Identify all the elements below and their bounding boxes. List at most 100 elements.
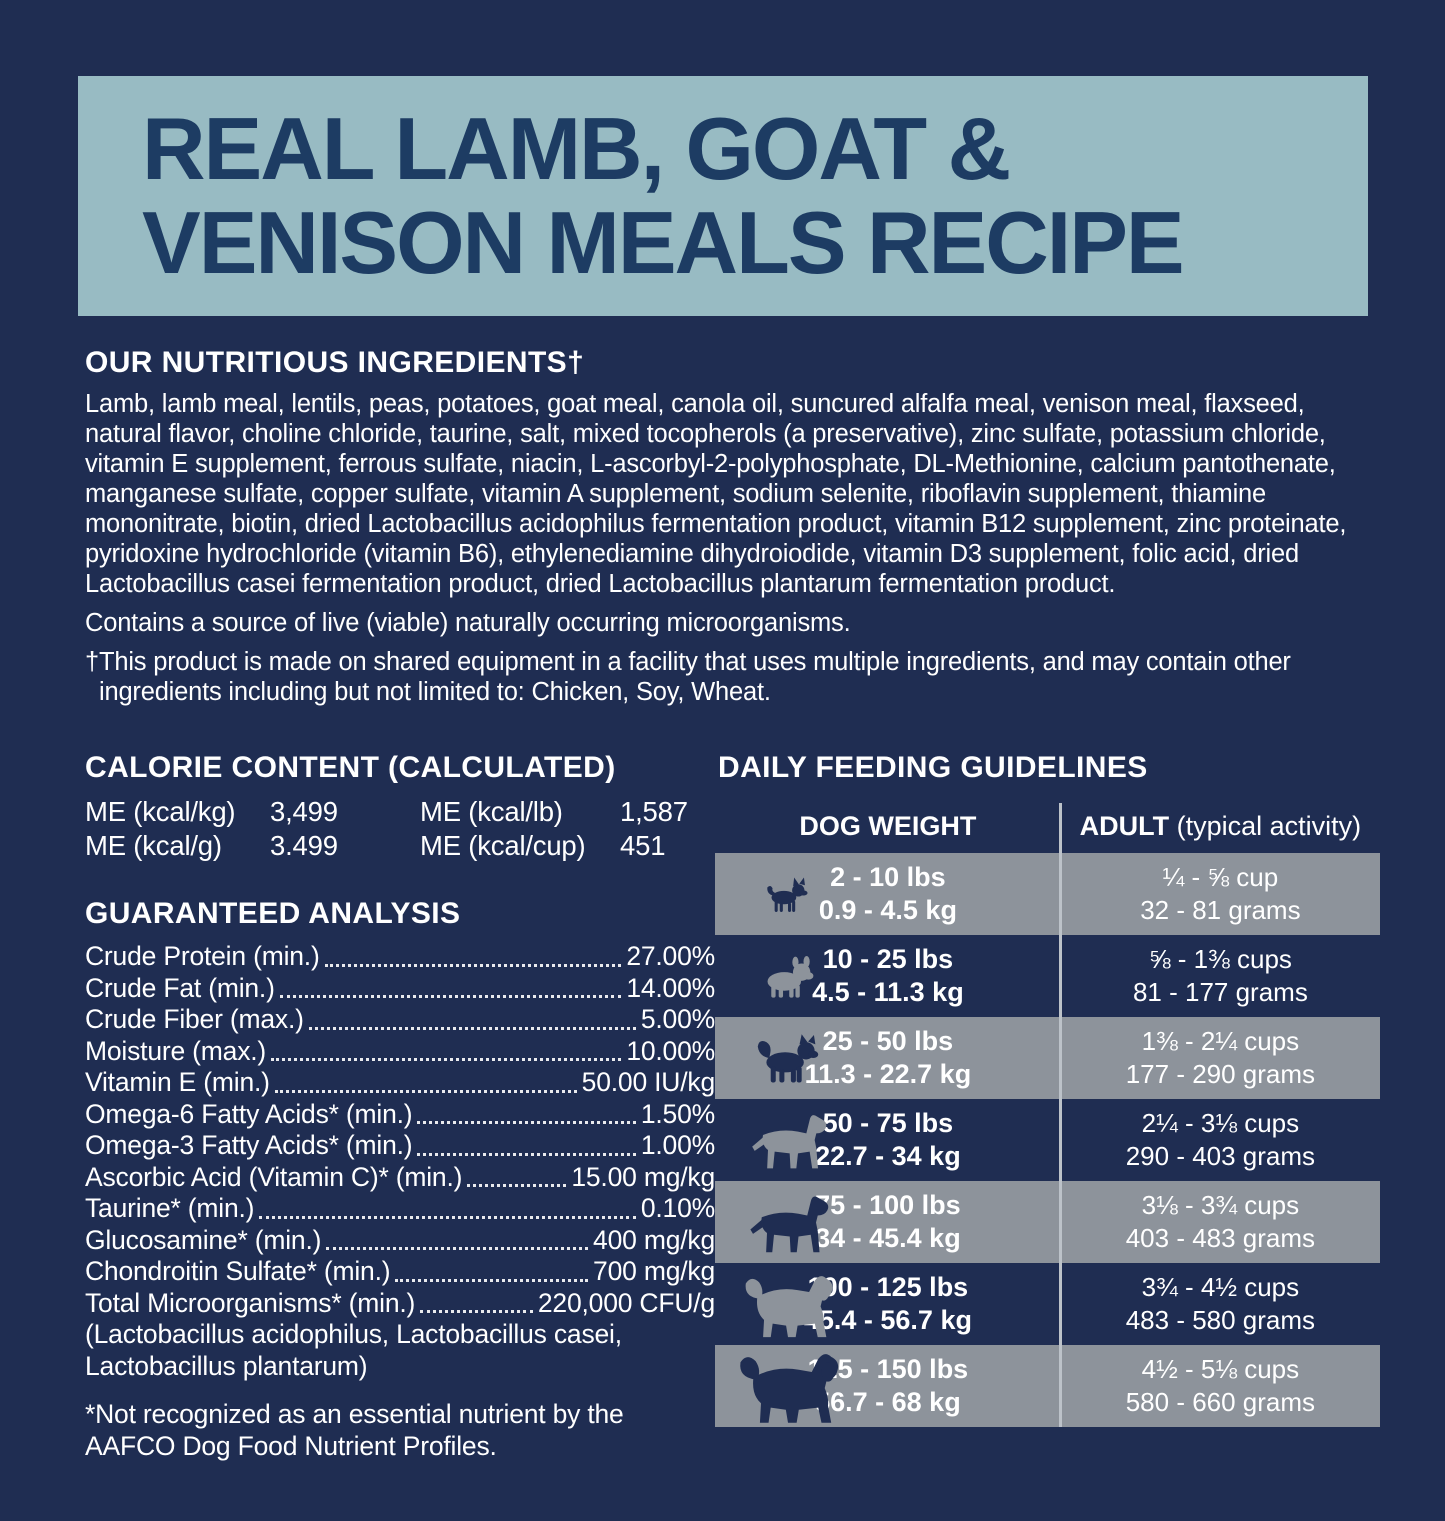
shared-equipment-disclaimer: †This product is made on shared equipmen… xyxy=(85,648,1291,706)
dot-leader xyxy=(274,1089,577,1093)
dot-leader xyxy=(420,1310,533,1313)
nutrient-value: 10.00% xyxy=(626,1035,715,1066)
table-row: Moisture (max.) 10.00% xyxy=(85,1036,715,1068)
dog-icon-large-dog xyxy=(729,1263,847,1345)
amount-cups: 3⅛ - 3¾ cups xyxy=(1141,1190,1300,1220)
calorie-grid: ME (kcal/kg) 3,499 ME (kcal/lb) 1,587 ME… xyxy=(85,795,715,863)
weight-lbs: 50 - 75 lbs xyxy=(822,1108,954,1138)
weight-lbs: 10 - 25 lbs xyxy=(822,944,954,974)
dot-leader xyxy=(308,1026,636,1030)
weight-kg: 22.7 - 34 kg xyxy=(815,1141,961,1171)
calorie-label: ME (kcal/cup) xyxy=(420,830,586,861)
nutrient-label: Crude Fat (min.) xyxy=(85,972,275,1003)
amount-grams: 290 - 403 grams xyxy=(1125,1141,1316,1171)
feeding-table-header: DOG WEIGHT ADULT (typical activity) xyxy=(715,799,1380,853)
table-row: Omega-6 Fatty Acids* (min.) 1.50% xyxy=(85,1099,715,1131)
lower-columns: CALORIE CONTENT (CALCULATED) ME (kcal/kg… xyxy=(85,751,1380,1462)
weight-kg: 56.7 - 68 kg xyxy=(815,1387,961,1417)
nutrient-value: 1.50% xyxy=(640,1098,715,1129)
dog-icon-small-dog xyxy=(729,1017,847,1099)
guaranteed-analysis-section: GUARANTEED ANALYSIS Crude Protein (min.)… xyxy=(85,897,715,1462)
dog-icon-medium-dog xyxy=(729,1099,847,1181)
amount-grams: 580 - 660 grams xyxy=(1125,1387,1316,1417)
table-row: 2 - 10 lbs 0.9 - 4.5 kg ¼ - ⅝ cup 32 - 81 … xyxy=(715,853,1380,935)
dot-leader xyxy=(467,1184,567,1187)
dot-leader xyxy=(326,1247,589,1250)
amount-grams: 32 - 81 grams xyxy=(1140,895,1301,925)
calorie-content-section: CALORIE CONTENT (CALCULATED) ME (kcal/kg… xyxy=(85,751,715,863)
amount-cups: ¼ - ⅝ cup xyxy=(1162,862,1279,892)
aafco-footnote: *Not recognized as an essential nutrient… xyxy=(85,1399,624,1461)
left-column: CALORIE CONTENT (CALCULATED) ME (kcal/kg… xyxy=(85,751,715,1462)
product-title-line1: REAL LAMB, GOAT & xyxy=(142,98,1011,198)
calorie-label: ME (kcal/lb) xyxy=(420,796,563,827)
dot-leader xyxy=(417,1152,636,1156)
amount-cups: 4½ - 5⅛ cups xyxy=(1141,1354,1300,1384)
nutrient-label: Omega-6 Fatty Acids* (min.) xyxy=(85,1098,413,1129)
table-row: Crude Fiber (max.) 5.00% xyxy=(85,1004,715,1036)
ingredients-section: OUR NUTRITIOUS INGREDIENTS† Lamb, lamb m… xyxy=(85,346,1380,707)
right-column: DAILY FEEDING GUIDELINES DOG WEIGHT ADUL… xyxy=(715,751,1380,1462)
nutrient-value: 14.00% xyxy=(626,972,715,1003)
weight-lbs: 75 - 100 lbs xyxy=(815,1190,961,1220)
nutrient-label: Crude Fiber (max.) xyxy=(85,1004,304,1034)
table-row: Ascorbic Acid (Vitamin C)* (min.) 15.00 m… xyxy=(85,1162,715,1194)
table-row: 75 - 100 lbs 34 - 45.4 kg 3⅛ - 3¾ cups 403… xyxy=(715,1181,1380,1263)
dot-leader xyxy=(417,1121,636,1124)
column-header-adult: ADULT (typical activity) xyxy=(1079,810,1362,841)
table-row: Omega-3 Fatty Acids* (min.) 1.00% xyxy=(85,1130,715,1162)
nutrient-label: Crude Protein (min.) xyxy=(85,941,320,971)
weight-kg: 11.3 - 22.7 kg xyxy=(804,1059,972,1089)
dot-leader xyxy=(279,995,622,998)
table-row: Taurine* (min.) 0.10% xyxy=(85,1193,715,1225)
weight-kg: 0.9 - 4.5 kg xyxy=(818,895,957,925)
calorie-value: 1,587 xyxy=(620,796,688,827)
dot-leader xyxy=(259,1215,636,1219)
weight-kg: 4.5 - 11.3 kg xyxy=(812,977,964,1007)
nutrient-label: Moisture (max.) xyxy=(85,1035,267,1066)
calorie-value: 3,499 xyxy=(270,796,338,827)
weight-lbs: 25 - 50 lbs xyxy=(822,1026,954,1056)
table-row: Glucosamine* (min.) 400 mg/kg xyxy=(85,1225,715,1257)
nutrient-value: 50.00 IU/kg xyxy=(581,1067,716,1097)
feeding-guidelines-heading: DAILY FEEDING GUIDELINES xyxy=(718,751,1148,784)
table-row: Total Microorganisms* (min.) 220,000 CFU/… xyxy=(85,1288,715,1320)
nutrient-value: 0.10% xyxy=(640,1193,715,1223)
contains-statement: Contains a source of live (viable) natur… xyxy=(85,609,851,637)
microorganisms-detail: (Lactobacillus acidophilus, Lactobacillu… xyxy=(85,1319,622,1381)
weight-lbs: 2 - 10 lbs xyxy=(830,862,946,892)
amount-grams: 483 - 580 grams xyxy=(1125,1305,1316,1335)
table-row: 25 - 50 lbs 11.3 - 22.7 kg 1⅜ - 2¼ cups 17… xyxy=(715,1017,1380,1099)
nutrient-value: 5.00% xyxy=(640,1004,715,1034)
amount-grams: 81 - 177 grams xyxy=(1132,977,1308,1007)
nutrient-value: 220,000 CFU/g xyxy=(537,1287,715,1318)
nutrient-label: Chondroitin Sulfate* (min.) xyxy=(85,1256,391,1286)
calorie-label: ME (kcal/kg) xyxy=(85,796,236,827)
nutrient-label: Glucosamine* (min.) xyxy=(85,1224,322,1255)
guaranteed-analysis-table: Crude Protein (min.) 27.00% Crude Fat (mi… xyxy=(85,941,715,1382)
calorie-value: 3.499 xyxy=(270,830,338,861)
table-row: Vitamin E (min.) 50.00 IU/kg xyxy=(85,1067,715,1099)
nutrient-value: 27.00% xyxy=(626,941,715,971)
nutrient-value: 700 mg/kg xyxy=(593,1256,715,1286)
guaranteed-analysis-heading: GUARANTEED ANALYSIS xyxy=(85,897,461,930)
amount-cups: ⅝ - 1⅜ cups xyxy=(1148,944,1292,974)
table-row: Crude Protein (min.) 27.00% xyxy=(85,941,715,973)
calorie-heading: CALORIE CONTENT (CALCULATED) xyxy=(85,751,616,784)
amount-cups: 2¼ - 3⅛ cups xyxy=(1141,1108,1300,1138)
dot-leader xyxy=(395,1278,589,1282)
dot-leader xyxy=(271,1058,622,1061)
table-row: Chondroitin Sulfate* (min.) 700 mg/kg xyxy=(85,1256,715,1288)
title-banner: REAL LAMB, GOAT & VENISON MEALS RECIPE xyxy=(78,76,1368,316)
nutrient-label: Taurine* (min.) xyxy=(85,1193,255,1223)
calorie-value: 451 xyxy=(620,830,666,861)
column-header-dog-weight: DOG WEIGHT xyxy=(799,810,977,841)
amount-grams: 403 - 483 grams xyxy=(1125,1223,1316,1253)
nutrient-value: 400 mg/kg xyxy=(593,1224,715,1255)
calorie-label: ME (kcal/g) xyxy=(85,830,222,861)
dog-icon-chihuahua xyxy=(729,853,847,935)
amount-cups: 1⅜ - 2¼ cups xyxy=(1141,1026,1300,1056)
nutrient-label: Total Microorganisms* (min.) xyxy=(85,1287,416,1318)
dog-icon-giant-dog xyxy=(729,1345,847,1427)
table-row: 50 - 75 lbs 22.7 - 34 kg 2¼ - 3⅛ cups 290 … xyxy=(715,1099,1380,1181)
